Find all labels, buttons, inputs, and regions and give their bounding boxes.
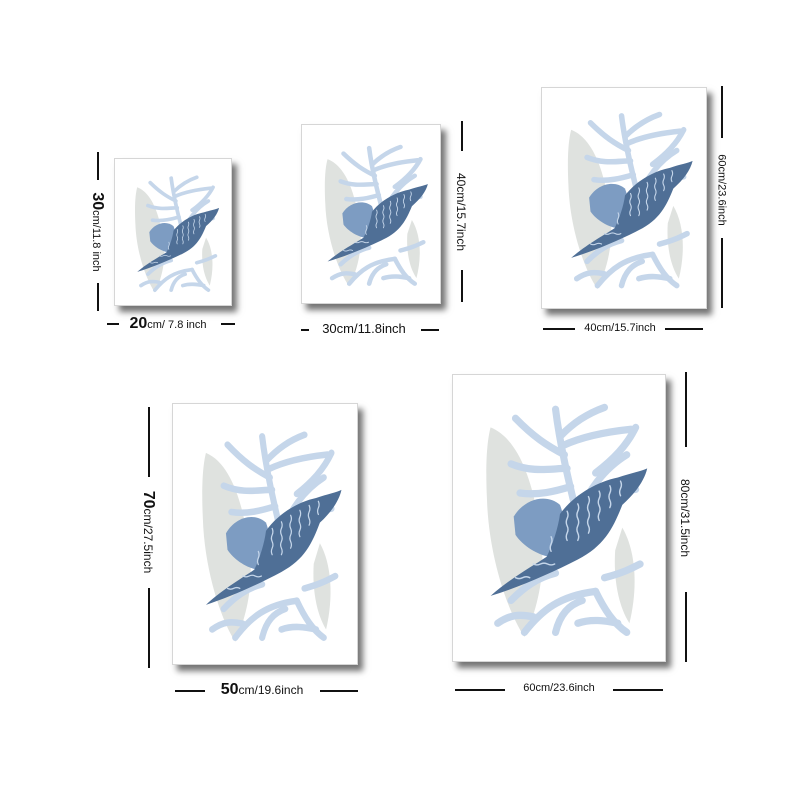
height-label-30x40: 40cm/15.7inch (454, 172, 468, 252)
width-dimension-line-right (613, 689, 663, 691)
width-dimension-line-left (455, 689, 505, 691)
width-dimension-line-right (320, 690, 358, 692)
width-dimension-line-left (175, 690, 205, 692)
shell-artwork (127, 169, 220, 297)
poster-preview-50x70 (172, 403, 358, 665)
width-dimension-line-right (221, 323, 235, 325)
height-label-60x80: 80cm/31.5inch (678, 478, 692, 558)
height-text: 60cm/23.6inch (715, 154, 728, 226)
shell-artwork (471, 391, 649, 646)
width-dimension-line-left (543, 328, 575, 330)
width-dimension-line-right (665, 328, 703, 330)
width-label-20x30: 20cm/ 7.8 inch (129, 316, 206, 332)
width-dimension-line-right (421, 329, 439, 331)
height-dimension-line-bottom (721, 238, 723, 308)
width-dimension-line-left (107, 323, 119, 325)
height-unit: cm/11.8 inch (90, 210, 102, 272)
height-dimension-line-top (685, 372, 687, 447)
width-unit: cm/ 7.8 inch (147, 319, 207, 331)
width-text: 40cm/15.7inch (584, 322, 656, 334)
width-text: 30cm/11.8inch (322, 321, 406, 336)
height-dimension-line-top (148, 407, 150, 477)
width-label-30x40: 30cm/11.8inch (322, 322, 406, 335)
shell-artwork (315, 137, 429, 292)
height-label-50x70: 70cm/27.5inch (140, 490, 157, 574)
height-dimension-line-top (97, 152, 99, 180)
height-label-20x30: 30cm/11.8 inch (89, 192, 106, 272)
shell-artwork (556, 102, 694, 296)
height-dimension-line-bottom (685, 592, 687, 662)
poster-preview-60x80 (452, 374, 666, 662)
height-text: 40cm/15.7inch (454, 172, 468, 252)
width-label-50x70: 50cm/19.6inch (221, 682, 304, 698)
width-text: 60cm/23.6inch (523, 682, 595, 694)
width-label-40x60: 40cm/15.7inch (584, 323, 656, 334)
poster-preview-20x30 (114, 158, 232, 306)
height-number: 70 (140, 490, 157, 509)
poster-preview-30x40 (301, 124, 441, 304)
height-unit: cm/27.5inch (141, 508, 155, 574)
height-dimension-line-bottom (97, 283, 99, 311)
height-text: 80cm/31.5inch (678, 478, 692, 558)
shell-artwork (189, 420, 343, 650)
height-dimension-line-top (461, 121, 463, 151)
width-number: 50 (220, 681, 239, 698)
height-dimension-line-top (721, 86, 723, 138)
width-number: 20 (129, 315, 148, 332)
height-label-40x60: 60cm/23.6inch (715, 154, 728, 226)
height-number: 30 (89, 192, 106, 211)
width-dimension-line-left (301, 329, 309, 331)
height-dimension-line-bottom (461, 270, 463, 302)
height-dimension-line-bottom (148, 588, 150, 668)
width-label-60x80: 60cm/23.6inch (523, 683, 595, 694)
poster-preview-40x60 (541, 87, 707, 309)
width-unit: cm/19.6inch (238, 683, 304, 697)
